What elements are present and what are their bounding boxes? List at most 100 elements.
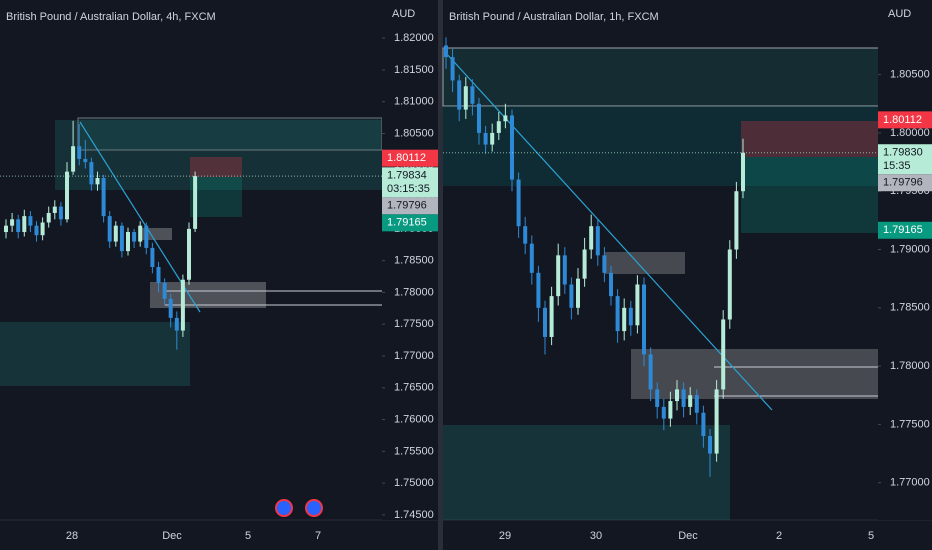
candle-body xyxy=(95,177,100,185)
candle-body xyxy=(132,232,137,242)
candle-body xyxy=(156,266,161,283)
candle-body xyxy=(734,191,739,250)
candle-body xyxy=(46,212,51,223)
event-icon[interactable] xyxy=(275,499,293,517)
trend-line xyxy=(444,51,773,411)
candle-body xyxy=(661,406,666,419)
candle-body xyxy=(187,228,191,280)
price-label: 1.79834 xyxy=(387,170,427,182)
candle-body xyxy=(668,401,673,419)
price-axis xyxy=(878,0,932,520)
candle-body xyxy=(4,225,8,233)
candle-body xyxy=(549,296,554,337)
price-label: 1.80112 xyxy=(387,152,426,164)
y-tick-label: 1.80500 xyxy=(394,127,434,139)
price-label: 1.79830 xyxy=(883,147,923,159)
candle-body xyxy=(536,272,541,308)
zone xyxy=(443,425,730,520)
candle-body xyxy=(510,115,514,180)
candle-body xyxy=(193,176,198,229)
countdown-label: 15:35 xyxy=(883,160,911,172)
x-tick-label: 5 xyxy=(245,530,251,542)
zone xyxy=(190,177,242,217)
candle-body xyxy=(119,225,124,252)
candle-body xyxy=(569,284,574,308)
zone xyxy=(631,349,880,399)
price-label: 1.79796 xyxy=(387,200,427,212)
y-tick-label: 1.77500 xyxy=(394,318,434,330)
x-tick-label: 2 xyxy=(776,530,782,542)
x-tick-label: Dec xyxy=(678,530,698,542)
zone xyxy=(150,282,266,308)
candle-body xyxy=(180,279,185,331)
y-tick-label: 1.76000 xyxy=(394,413,434,425)
candle-body xyxy=(708,436,712,454)
candle-body xyxy=(162,282,167,299)
price-label-box xyxy=(382,167,438,198)
candle-body xyxy=(490,132,495,145)
y-tick-label: 1.78000 xyxy=(890,360,930,372)
candle-body xyxy=(556,255,561,297)
zone xyxy=(77,117,383,151)
candle-body xyxy=(721,319,726,390)
candle-body xyxy=(470,86,475,104)
candle-body xyxy=(615,296,620,332)
x-tick-label: 28 xyxy=(66,530,78,542)
candle-body xyxy=(496,121,501,133)
y-tick-label: 1.78500 xyxy=(394,255,434,267)
candle-body xyxy=(516,179,521,227)
candle-body xyxy=(648,354,653,390)
trend-line xyxy=(79,121,201,313)
candle-body xyxy=(71,146,76,172)
panel: AUD British Pound / Australian Dollar, 1h… xyxy=(442,0,932,542)
candle-body xyxy=(126,232,130,252)
y-tick-label: 1.74500 xyxy=(394,509,434,521)
candle-body xyxy=(58,206,63,220)
candle-body xyxy=(503,115,508,122)
y-tick-label: 1.80000 xyxy=(890,127,930,139)
candle-body xyxy=(40,222,45,236)
y-tick-label: 1.81500 xyxy=(394,64,434,76)
candle-body xyxy=(727,249,732,320)
price-label-box xyxy=(382,149,438,167)
candle-body xyxy=(714,389,719,454)
candle-body xyxy=(450,57,455,81)
zone xyxy=(741,121,878,157)
candle-body xyxy=(457,80,462,110)
price-label-box xyxy=(878,221,932,239)
candle-body xyxy=(483,132,488,145)
panel-separator xyxy=(438,0,443,550)
candle-body xyxy=(576,278,580,308)
y-tick-label: 1.78500 xyxy=(890,302,930,314)
zone xyxy=(190,157,242,177)
zone xyxy=(0,322,190,386)
event-icon[interactable] xyxy=(305,499,323,517)
y-tick-label: 1.77500 xyxy=(890,418,930,430)
y-tick-label: 1.79000 xyxy=(890,243,930,255)
x-tick-label: 7 xyxy=(315,530,321,542)
candle-body xyxy=(101,177,106,217)
candle-body xyxy=(28,216,33,226)
price-label: 1.79165 xyxy=(883,224,923,236)
candle-body xyxy=(582,249,587,279)
zone xyxy=(741,157,878,233)
zone xyxy=(442,47,881,107)
candle-body xyxy=(681,389,686,407)
zone xyxy=(605,252,685,274)
x-tick-label: 30 xyxy=(590,530,602,542)
currency-label: AUD xyxy=(392,8,415,20)
candle-body xyxy=(477,103,481,133)
zone xyxy=(55,120,382,190)
x-tick-label: 29 xyxy=(499,530,511,542)
price-label: 1.80112 xyxy=(883,114,922,126)
candle-body xyxy=(65,171,69,220)
y-tick-label: 1.78000 xyxy=(394,286,434,298)
candle-body xyxy=(463,86,468,110)
price-label-box xyxy=(878,174,932,192)
y-tick-label: 1.75500 xyxy=(394,445,434,457)
candle-body xyxy=(675,389,679,402)
y-tick-label: 1.76500 xyxy=(394,382,434,394)
panel: AUD British Pound / Australian Dollar, 4h… xyxy=(0,0,438,542)
candle-body xyxy=(107,216,112,242)
